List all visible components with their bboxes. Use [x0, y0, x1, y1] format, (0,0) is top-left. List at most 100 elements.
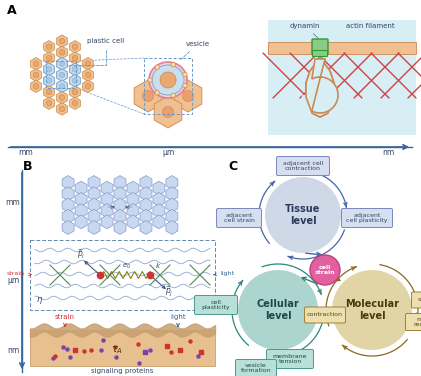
Circle shape: [171, 93, 176, 97]
Polygon shape: [312, 59, 338, 113]
Text: plastic cell: plastic cell: [67, 38, 124, 65]
Text: cell
plasticity: cell plasticity: [202, 300, 230, 311]
Circle shape: [46, 55, 52, 61]
Text: adjacent
cell plasticity: adjacent cell plasticity: [346, 212, 388, 223]
FancyBboxPatch shape: [304, 307, 346, 323]
Polygon shape: [31, 69, 41, 81]
Circle shape: [171, 62, 176, 67]
Polygon shape: [83, 80, 93, 92]
FancyBboxPatch shape: [235, 359, 277, 376]
Circle shape: [33, 61, 39, 67]
Polygon shape: [69, 52, 80, 64]
Polygon shape: [69, 63, 80, 76]
Polygon shape: [166, 198, 178, 212]
Text: signaling proteins: signaling proteins: [91, 368, 154, 374]
Circle shape: [155, 65, 160, 69]
Circle shape: [59, 95, 65, 100]
Polygon shape: [140, 221, 152, 234]
Polygon shape: [140, 176, 152, 190]
Polygon shape: [154, 96, 182, 128]
Polygon shape: [101, 193, 113, 206]
Polygon shape: [114, 176, 126, 190]
Polygon shape: [166, 176, 178, 190]
Polygon shape: [57, 58, 67, 70]
Text: C: C: [228, 160, 237, 173]
FancyBboxPatch shape: [312, 50, 328, 56]
Text: dynamin: dynamin: [290, 23, 320, 38]
Circle shape: [72, 67, 78, 72]
Text: $k$: $k$: [155, 261, 161, 270]
Text: A: A: [7, 4, 16, 17]
Text: strain: strain: [7, 271, 31, 276]
Text: Molecular
level: Molecular level: [345, 299, 399, 321]
Polygon shape: [88, 198, 100, 212]
Polygon shape: [57, 69, 67, 81]
Polygon shape: [57, 103, 67, 115]
Text: actin filament: actin filament: [346, 23, 394, 29]
Text: nm: nm: [382, 148, 394, 157]
Circle shape: [85, 83, 91, 89]
Polygon shape: [306, 56, 334, 117]
Circle shape: [59, 83, 65, 89]
Text: membrane
tension: membrane tension: [273, 353, 307, 364]
Text: $\vec{p}_i$: $\vec{p}_i$: [77, 247, 85, 261]
Circle shape: [265, 177, 341, 253]
Polygon shape: [57, 35, 67, 47]
Polygon shape: [114, 198, 126, 212]
Circle shape: [310, 255, 340, 285]
Text: contraction: contraction: [307, 312, 343, 317]
Circle shape: [183, 83, 187, 88]
Polygon shape: [140, 187, 152, 201]
Polygon shape: [31, 58, 41, 70]
Text: mm: mm: [18, 148, 33, 157]
Circle shape: [332, 270, 412, 350]
Polygon shape: [88, 209, 100, 223]
Text: $\eta$: $\eta$: [36, 295, 43, 306]
Circle shape: [182, 91, 194, 102]
Circle shape: [72, 55, 78, 61]
Bar: [268, 20, 416, 135]
Circle shape: [72, 100, 78, 106]
Polygon shape: [153, 181, 165, 195]
Polygon shape: [83, 58, 93, 70]
Polygon shape: [306, 56, 334, 117]
Polygon shape: [75, 181, 87, 195]
Polygon shape: [101, 181, 113, 195]
Bar: [30, 330, 215, 366]
Polygon shape: [153, 204, 165, 218]
FancyBboxPatch shape: [312, 39, 328, 55]
Text: adjacent
cell strain: adjacent cell strain: [224, 212, 254, 223]
FancyBboxPatch shape: [195, 296, 237, 314]
Circle shape: [85, 61, 91, 67]
Text: light: light: [170, 314, 186, 326]
Circle shape: [46, 44, 52, 50]
Polygon shape: [127, 204, 139, 218]
Text: strain: strain: [55, 314, 75, 326]
Ellipse shape: [149, 62, 187, 98]
Polygon shape: [166, 187, 178, 201]
Polygon shape: [75, 215, 87, 229]
Polygon shape: [44, 86, 54, 98]
Circle shape: [72, 78, 78, 83]
Polygon shape: [153, 193, 165, 206]
Polygon shape: [62, 176, 74, 190]
Polygon shape: [166, 221, 178, 234]
Polygon shape: [69, 97, 80, 109]
Circle shape: [33, 83, 39, 89]
Text: vesicle
formation: vesicle formation: [241, 362, 271, 373]
Polygon shape: [69, 86, 80, 98]
Circle shape: [59, 50, 65, 55]
Polygon shape: [88, 187, 100, 201]
Circle shape: [46, 100, 52, 106]
Polygon shape: [140, 209, 152, 223]
Polygon shape: [75, 204, 87, 218]
Circle shape: [59, 61, 65, 67]
Circle shape: [183, 72, 187, 77]
Text: Tissue
level: Tissue level: [285, 204, 321, 226]
Text: B: B: [23, 160, 32, 173]
Polygon shape: [62, 198, 74, 212]
Polygon shape: [153, 215, 165, 229]
Circle shape: [59, 72, 65, 78]
Polygon shape: [174, 80, 202, 112]
Text: molecular
recruitment: molecular recruitment: [413, 317, 421, 327]
